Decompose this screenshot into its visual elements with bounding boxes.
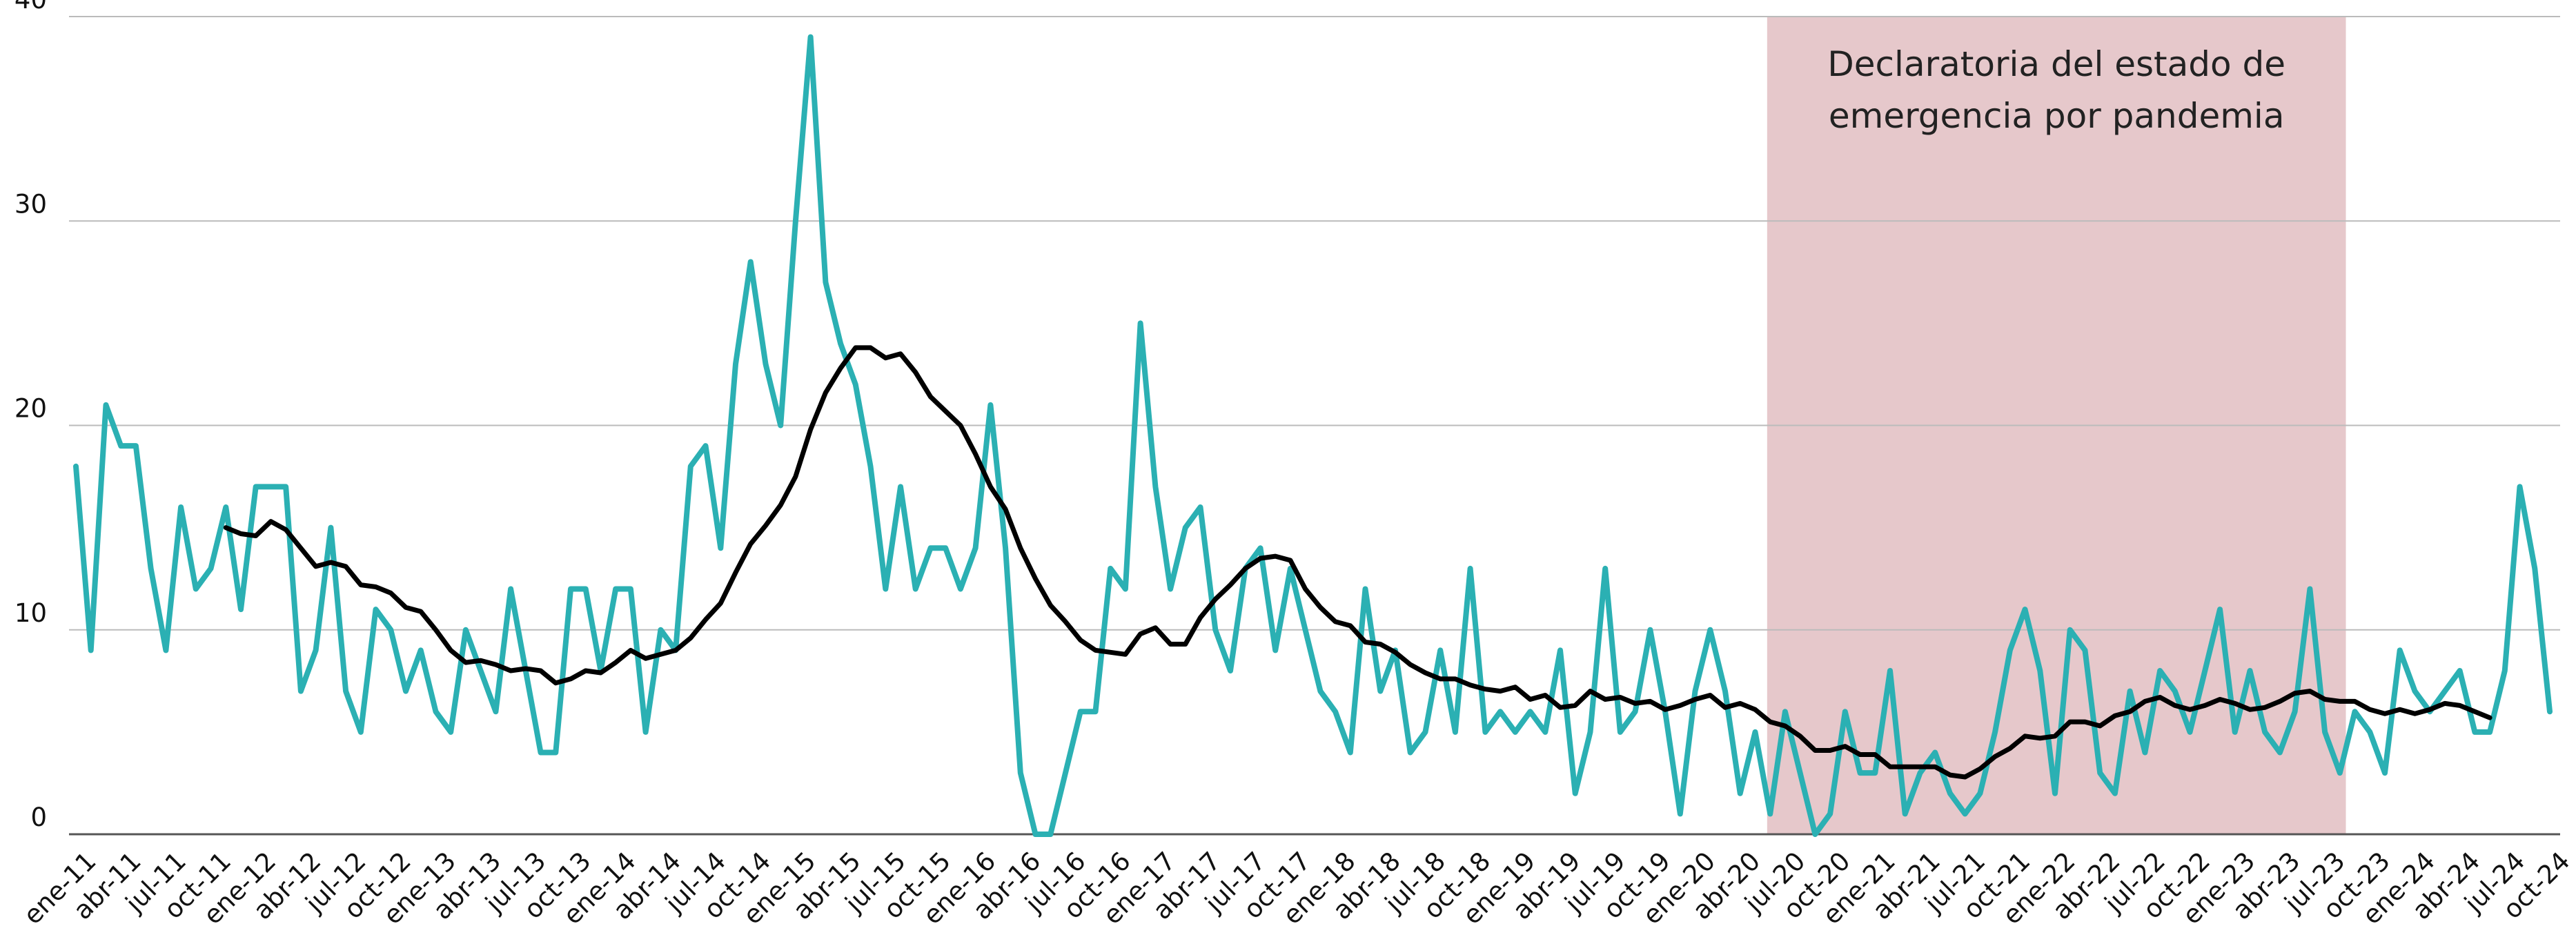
y-tick-label: 30 [14,189,47,219]
y-tick-label: 10 [14,598,47,628]
series-line [73,34,2553,837]
y-tick-label: 20 [14,394,47,424]
series-line [223,345,2493,780]
annotation: Declaratoria del estado de [1827,44,2285,84]
y-tick-label: 40 [14,0,47,14]
y-tick-label: 0 [30,803,47,832]
annotation: emergencia por pandemia [1829,96,2285,136]
